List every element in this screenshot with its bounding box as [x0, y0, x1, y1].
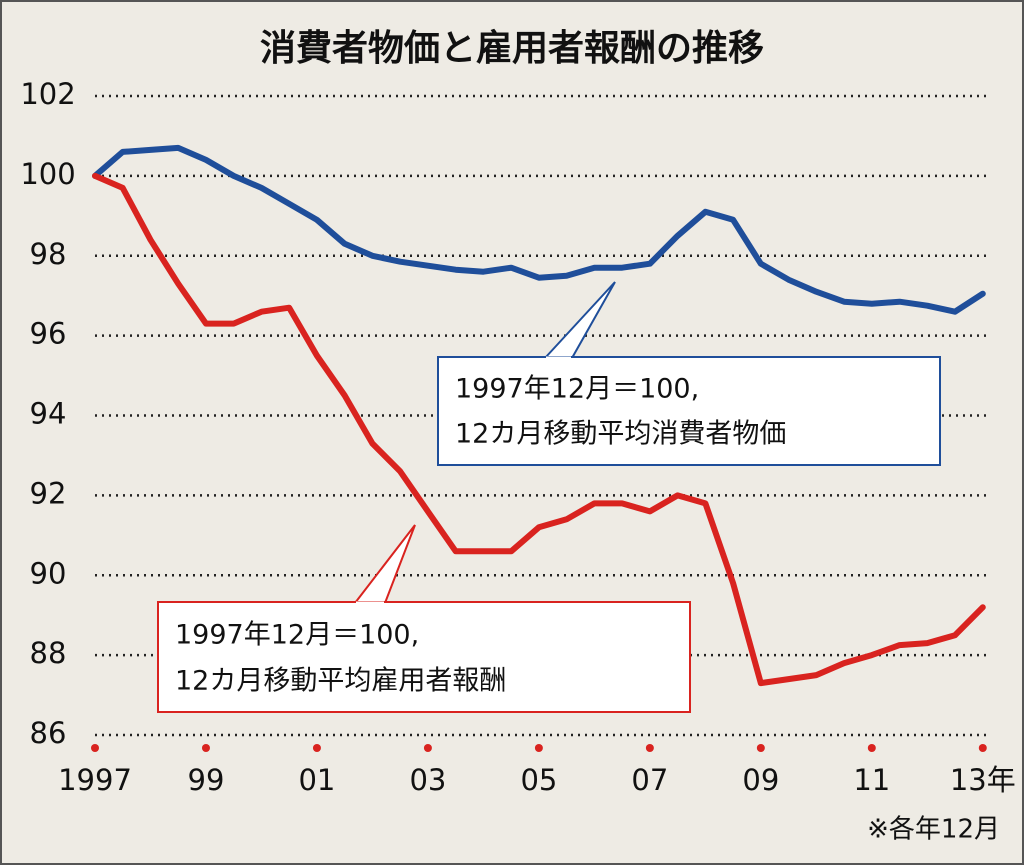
callout-pointer	[354, 524, 416, 604]
callout-box	[437, 356, 941, 466]
chart-title: 消費者物価と雇用者報酬の推移	[260, 28, 764, 69]
y-tick-label: 86	[30, 716, 67, 750]
callout-box	[157, 601, 691, 713]
x-tick-mark	[312, 744, 321, 752]
x-tick-mark	[423, 744, 432, 752]
y-tick-label: 100	[20, 157, 75, 191]
y-tick-label: 98	[30, 237, 67, 271]
x-tick-label: 07	[631, 763, 668, 797]
x-tick-mark	[978, 744, 987, 752]
x-tick-mark	[867, 744, 876, 752]
x-tick-mark	[756, 744, 765, 752]
x-tick-label: 01	[298, 763, 335, 797]
x-tick-label: 13年	[950, 763, 1016, 797]
x-tick-label: 11	[853, 763, 890, 797]
footnote: ※各年12月	[867, 815, 1000, 845]
series-line	[92, 172, 986, 687]
x-tick-mark	[91, 744, 99, 752]
callout-pointer	[544, 281, 616, 359]
callout-base: 1997年12月＝100,	[455, 374, 699, 405]
x-tick-label: 99	[188, 763, 225, 797]
y-tick-label: 88	[30, 636, 67, 670]
callout-name: 12カ月移動平均雇用者報酬	[175, 666, 506, 697]
x-tick-mark	[645, 744, 654, 752]
y-tick-label: 96	[30, 317, 67, 351]
callout-name: 12カ月移動平均消費者物価	[455, 419, 786, 450]
callout-base: 1997年12月＝100,	[175, 620, 419, 651]
series-line	[92, 144, 986, 315]
y-tick-label: 94	[30, 397, 67, 431]
y-tick-label: 90	[30, 556, 67, 590]
y-tick-label: 102	[20, 77, 75, 111]
x-tick-mark	[201, 744, 210, 752]
x-tick-label: 03	[409, 763, 446, 797]
x-tick-label: 09	[742, 763, 779, 797]
lines	[92, 144, 986, 687]
x-tick-label: 05	[520, 763, 557, 797]
y-tick-label: 92	[30, 476, 67, 510]
x-tick-mark	[534, 744, 543, 752]
x-tick-label: 1997	[58, 763, 132, 797]
